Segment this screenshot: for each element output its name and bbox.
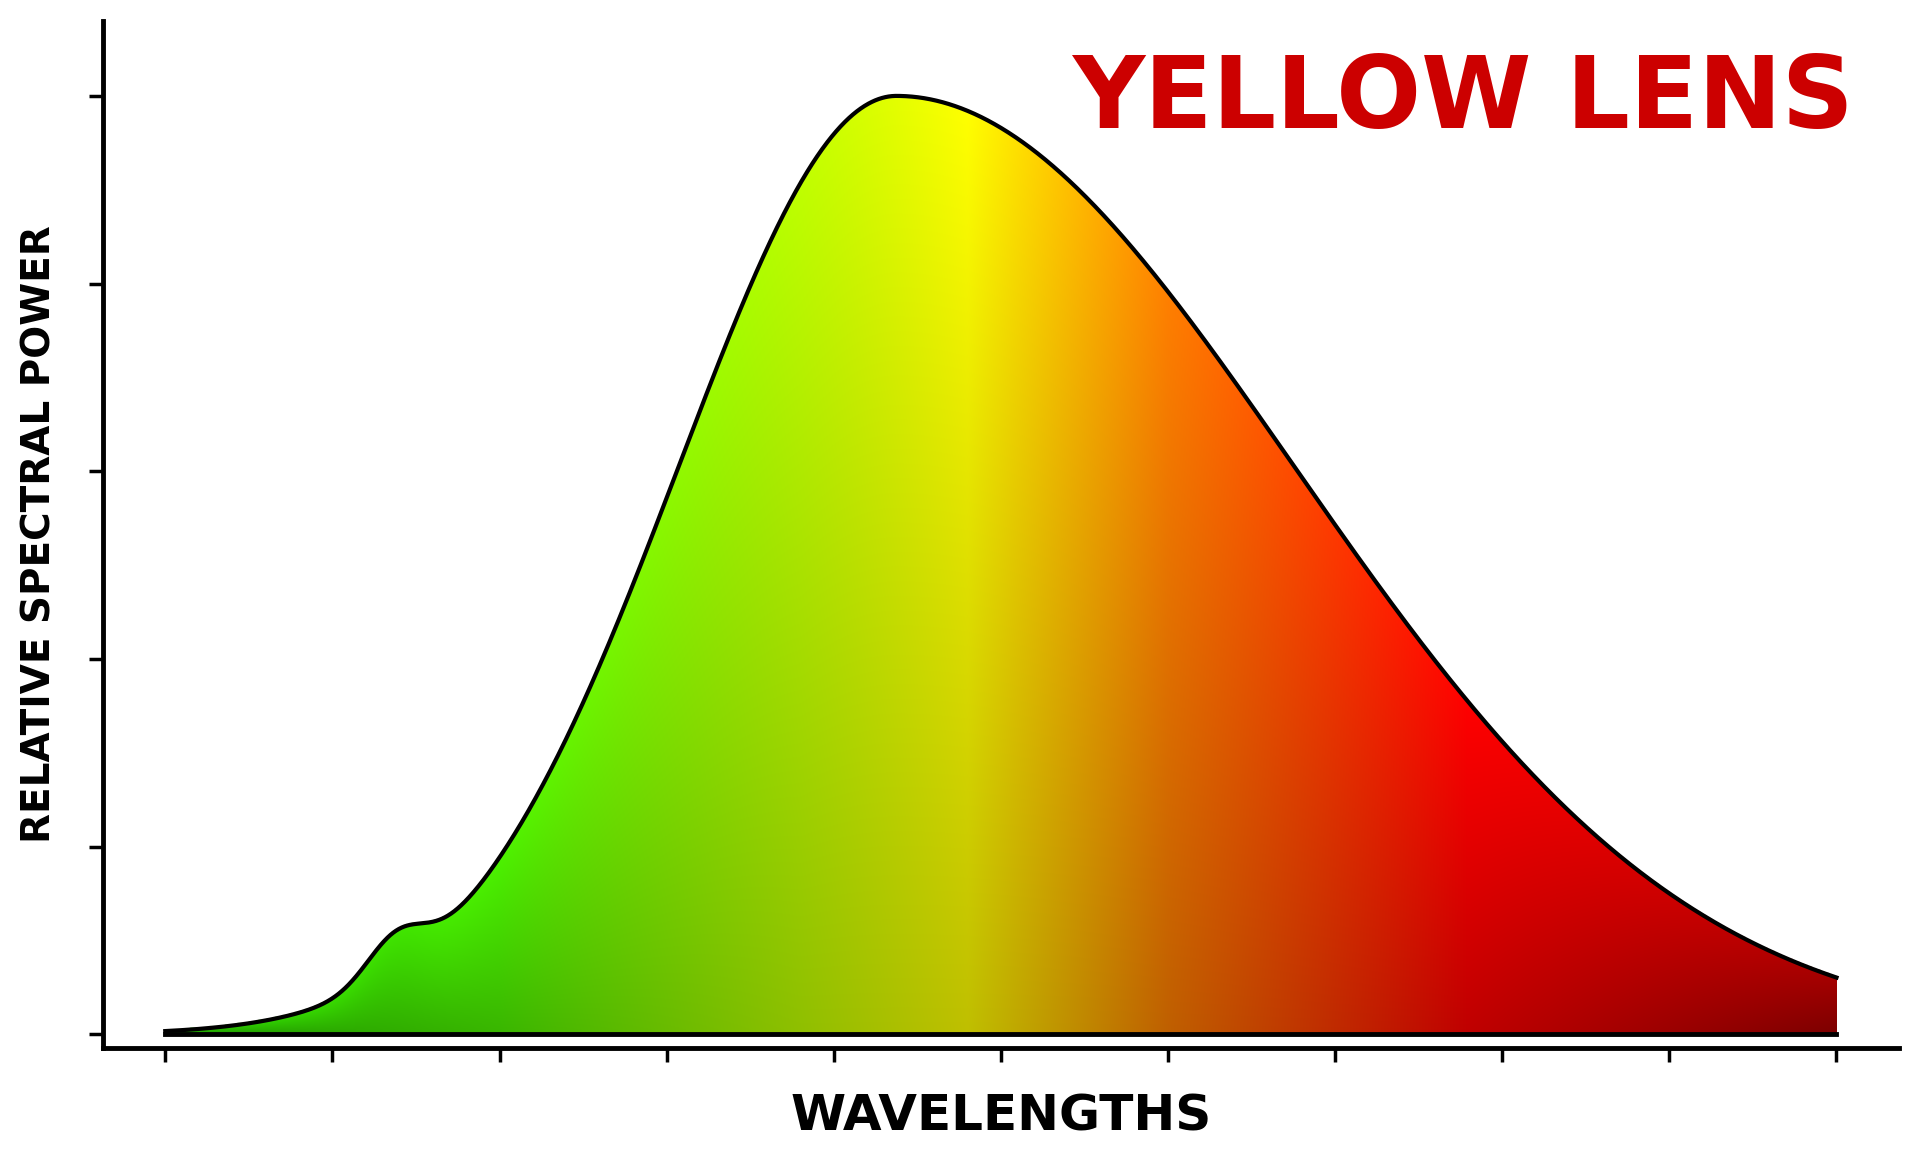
Y-axis label: RELATIVE SPECTRAL POWER: RELATIVE SPECTRAL POWER: [21, 225, 60, 844]
Text: YELLOW LENS: YELLOW LENS: [1073, 51, 1855, 149]
X-axis label: WAVELENGTHS: WAVELENGTHS: [791, 1093, 1212, 1140]
